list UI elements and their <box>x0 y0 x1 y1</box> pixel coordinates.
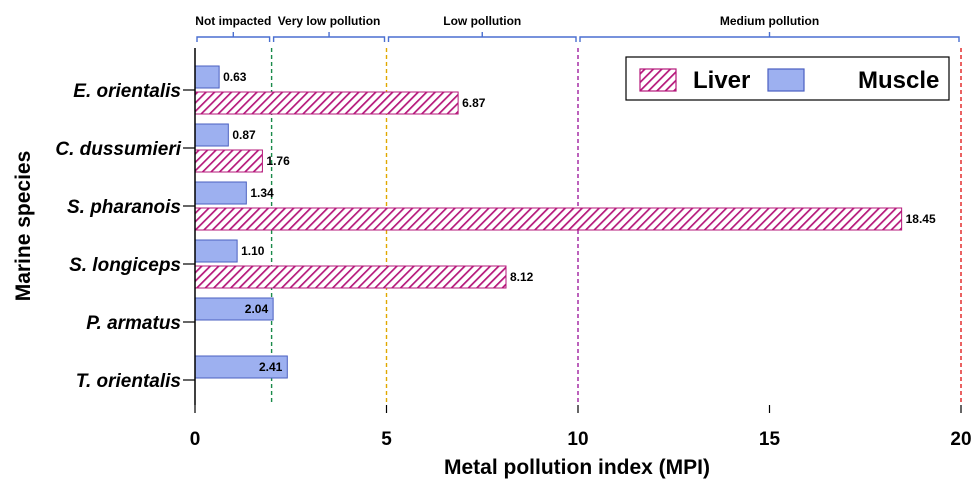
data-label-liver: 1.76 <box>266 154 290 168</box>
data-label-muscle: 1.34 <box>250 186 274 200</box>
category-label: S. longiceps <box>69 255 181 276</box>
category-label: T. orientalis <box>76 371 181 392</box>
legend-label-muscle: Muscle <box>858 67 939 94</box>
pollution-zones: Not impacted Very low pollution Low pollut… <box>195 14 960 42</box>
data-label-liver: 18.45 <box>906 212 936 226</box>
zone-bracket <box>579 32 960 42</box>
x-tick-label: 10 <box>567 429 588 450</box>
axes: 0 5 10 15 20 <box>190 48 972 450</box>
x-tick-label: 20 <box>950 429 971 450</box>
bar-liver <box>194 149 263 173</box>
bar-muscle <box>194 181 247 205</box>
data-label-muscle: 2.04 <box>245 302 269 316</box>
data-label-muscle: 1.10 <box>241 244 265 258</box>
zone-bracket <box>196 32 271 42</box>
zone-label: Very low pollution <box>278 14 381 28</box>
x-tick-label: 0 <box>190 429 201 450</box>
data-label-liver: 8.12 <box>510 270 534 284</box>
x-tick-label: 5 <box>381 429 392 450</box>
bars: 0.63 6.87 E. orientalis 0.87 1.76 C. dussumie… <box>55 65 936 392</box>
data-label-muscle: 0.87 <box>232 128 256 142</box>
bar-muscle <box>194 123 229 147</box>
x-axis-title: Metal pollution index (MPI) <box>444 456 710 479</box>
category-label: E. orientalis <box>73 81 181 102</box>
zone-label: Low pollution <box>443 14 521 28</box>
legend-swatch-liver <box>639 68 677 92</box>
bar-liver <box>194 265 507 289</box>
data-label-muscle: 2.41 <box>259 360 283 374</box>
zone-label: Medium pollution <box>720 14 819 28</box>
bar-muscle <box>194 239 238 263</box>
zone-label: Not impacted <box>195 14 271 28</box>
data-label-liver: 6.87 <box>462 96 486 110</box>
legend-swatch-muscle <box>767 68 805 92</box>
legend-label-liver: Liver <box>693 67 750 94</box>
data-label-muscle: 0.63 <box>223 70 247 84</box>
zone-bracket <box>387 32 577 42</box>
bar-muscle <box>194 65 220 89</box>
x-tick-label: 15 <box>759 429 781 450</box>
category-label: P. armatus <box>86 313 181 334</box>
bar-liver <box>194 91 459 115</box>
legend: Liver Muscle <box>625 56 950 101</box>
bar-liver <box>194 207 903 231</box>
category-label: S. pharanois <box>67 197 181 218</box>
y-axis-title: Marine species <box>12 151 35 302</box>
category-label: C. dussumieri <box>55 139 181 160</box>
zone-bracket <box>272 32 386 42</box>
